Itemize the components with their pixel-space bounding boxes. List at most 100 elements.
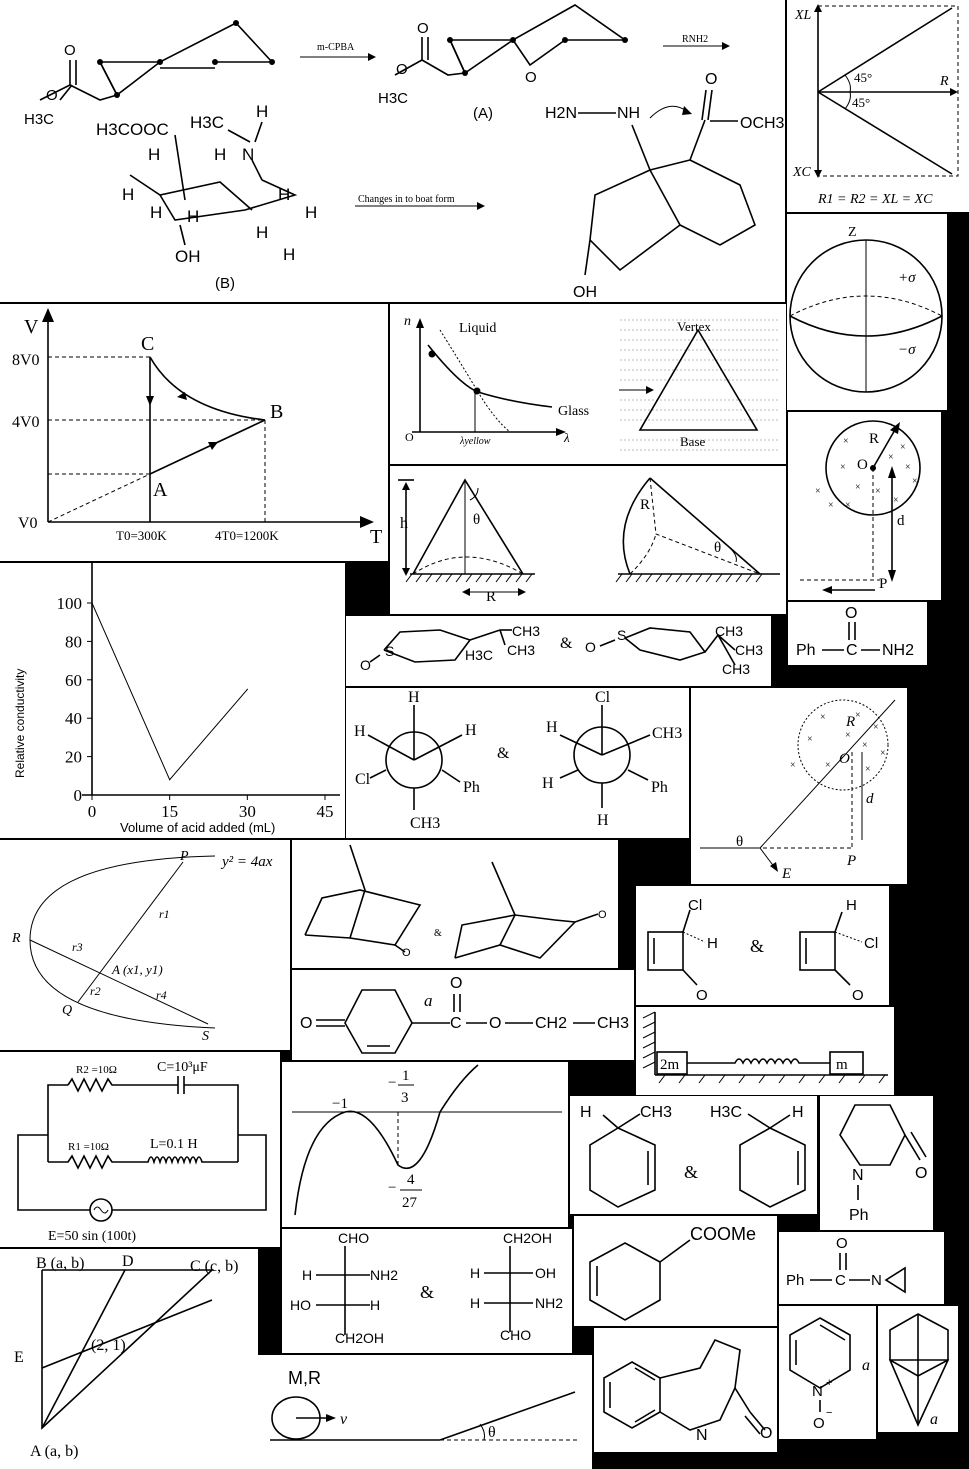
vt-c: C xyxy=(141,333,154,355)
mch-ch3: CH3 xyxy=(640,1104,672,1121)
fischer-cho: CHO xyxy=(338,1230,369,1246)
newman2-h-left: H xyxy=(546,719,558,736)
chair-h-3: H xyxy=(150,203,162,222)
panel-circuit: R2 =10Ω C=10³μF R1 =10Ω L=0.1 H E=50 sin… xyxy=(0,1052,280,1247)
newman-cl: Cl xyxy=(355,771,371,788)
svg-text:×: × xyxy=(790,760,796,771)
field2-theta: θ xyxy=(736,834,743,850)
lactam-n: N xyxy=(852,1167,864,1184)
x-tick-label: 15 xyxy=(161,802,178,821)
ketoester-o: O xyxy=(300,1015,312,1032)
methyl-label: H3C xyxy=(24,111,54,128)
vt-8v0: 8V0 xyxy=(12,352,40,369)
tri-c: C (c, b) xyxy=(190,1258,238,1275)
conductivity-y-ticks: 0 20 40 60 80 100 xyxy=(57,594,92,805)
fischer2-h: H xyxy=(470,1265,480,1281)
sphere-plus: +σ xyxy=(898,270,916,286)
svg-text:×: × xyxy=(880,748,886,759)
phasor-ang1: 45° xyxy=(854,70,872,85)
fischer2-cho: CHO xyxy=(500,1327,531,1343)
panel-norbornanones: O & O xyxy=(292,840,618,968)
svg-text:×: × xyxy=(855,710,861,721)
phasor-r: R xyxy=(939,74,949,89)
tri-p: (2, 1) xyxy=(91,1337,126,1354)
benzamide-o: O xyxy=(845,605,857,622)
panel-triangle: B (a, b) D C (c, b) E (2, 1) A (a, b) xyxy=(0,1249,258,1469)
panel-phasor: XL XC R 45° 45° R1 = R2 = XL = XC xyxy=(787,0,969,212)
vt-a: A xyxy=(153,479,168,501)
refr-lamy: λyellow xyxy=(459,436,491,447)
cubic-d3: 3 xyxy=(401,1090,409,1106)
svg-text:×: × xyxy=(828,500,834,511)
norbornanone-amp: & xyxy=(434,928,442,939)
panel-methylcyclohexenes: H CH3 & H3C H xyxy=(570,1096,817,1214)
panel-spring: 2m m xyxy=(636,1007,894,1095)
prism-lines xyxy=(620,319,780,451)
parabola-s: S xyxy=(202,1029,209,1044)
cb2-h: H xyxy=(846,897,857,914)
newman-h-top: H xyxy=(408,689,420,706)
panel-fischer: CHO H NH2 HO H CH2OH & CH2OH H OH H NH2 … xyxy=(282,1229,572,1353)
product-me-label: H3C xyxy=(378,90,408,107)
field2-p: P xyxy=(846,853,856,869)
lactam-o: O xyxy=(915,1165,927,1182)
cone2-theta: θ xyxy=(714,540,721,556)
fischer2-nh2: NH2 xyxy=(535,1295,563,1311)
pyridine-minus: − xyxy=(826,1407,832,1419)
sphere-minus: −σ xyxy=(898,342,916,358)
panel-pyridine: N + O − a xyxy=(779,1306,876,1439)
benzamide-c: C xyxy=(846,642,858,659)
field1-p: P xyxy=(879,576,887,592)
pyridine-n: N xyxy=(812,1383,823,1400)
vt-axis-v: V xyxy=(24,316,39,338)
fischer-ch2oh: CH2OH xyxy=(335,1330,384,1346)
quinolinone-o: O xyxy=(760,1425,772,1442)
aziridine-ph: Ph xyxy=(786,1272,804,1289)
cb-amp: & xyxy=(750,936,764,956)
phasor-eq: R1 = R2 = XL = XC xyxy=(817,192,933,207)
newman-h-left: H xyxy=(354,723,366,740)
cone-h: h xyxy=(400,515,408,532)
fischer-h2: H xyxy=(370,1297,380,1313)
refr-lam: λ xyxy=(563,430,570,445)
svg-text:×: × xyxy=(840,462,846,473)
ester-o-label: O xyxy=(64,42,76,59)
fischer-nh2: NH2 xyxy=(370,1267,398,1283)
chair-h-8: H xyxy=(283,245,295,264)
panel-cyclobutenones: Cl H O & H Cl O xyxy=(636,886,889,1005)
prism-base: Base xyxy=(680,434,706,449)
refr-glass: Glass xyxy=(558,404,589,419)
thiane-h3c: H3C xyxy=(465,647,493,663)
svg-text:×: × xyxy=(843,436,849,447)
mch-amp: & xyxy=(684,1162,698,1182)
circuit-r1: R1 =10Ω xyxy=(68,1141,109,1153)
fischer2-ch2oh: CH2OH xyxy=(503,1230,552,1246)
ketoester-o3: O xyxy=(489,1015,501,1032)
svg-text:×: × xyxy=(900,442,906,453)
chair-h-on-n: H xyxy=(214,145,226,164)
svg-text:×: × xyxy=(862,740,868,751)
panel-thianes: S O CH3 H3C CH3 & S O CH3 CH3 CH3 xyxy=(346,616,771,686)
thiane-ch3a: CH3 xyxy=(512,623,540,639)
bicyclo-o: O xyxy=(705,71,717,88)
boat-arrow-text: Changes in to boat form xyxy=(358,194,455,205)
panel-cones: h θ R R θ xyxy=(390,466,786,614)
chair-ester: H3COOC xyxy=(96,120,169,139)
circuit-r2: R2 =10Ω xyxy=(76,1064,117,1076)
bicyclo-nh: NH xyxy=(617,105,640,122)
panel-field2: × × × × × × × × × × R O d P θ E xyxy=(691,688,907,884)
benzamide-ph: Ph xyxy=(796,642,816,659)
lactam-ph: Ph xyxy=(849,1207,869,1224)
chair-h-7: H xyxy=(256,223,268,242)
data-point xyxy=(169,779,171,781)
roll-theta: θ xyxy=(488,1424,496,1441)
chair-n: N xyxy=(242,145,254,164)
conductivity-points xyxy=(91,602,248,781)
parabola-r2: r2 xyxy=(90,984,101,998)
panel-cubic: −1 − 1 3 − 4 27 xyxy=(282,1062,568,1227)
tri-e: E xyxy=(14,1349,24,1366)
product-o-label: O xyxy=(417,20,429,37)
svg-text:×: × xyxy=(845,500,851,511)
panel-ketoester: O a O C O CH2 CH3 xyxy=(292,970,634,1060)
thiane-o2: O xyxy=(585,639,596,655)
